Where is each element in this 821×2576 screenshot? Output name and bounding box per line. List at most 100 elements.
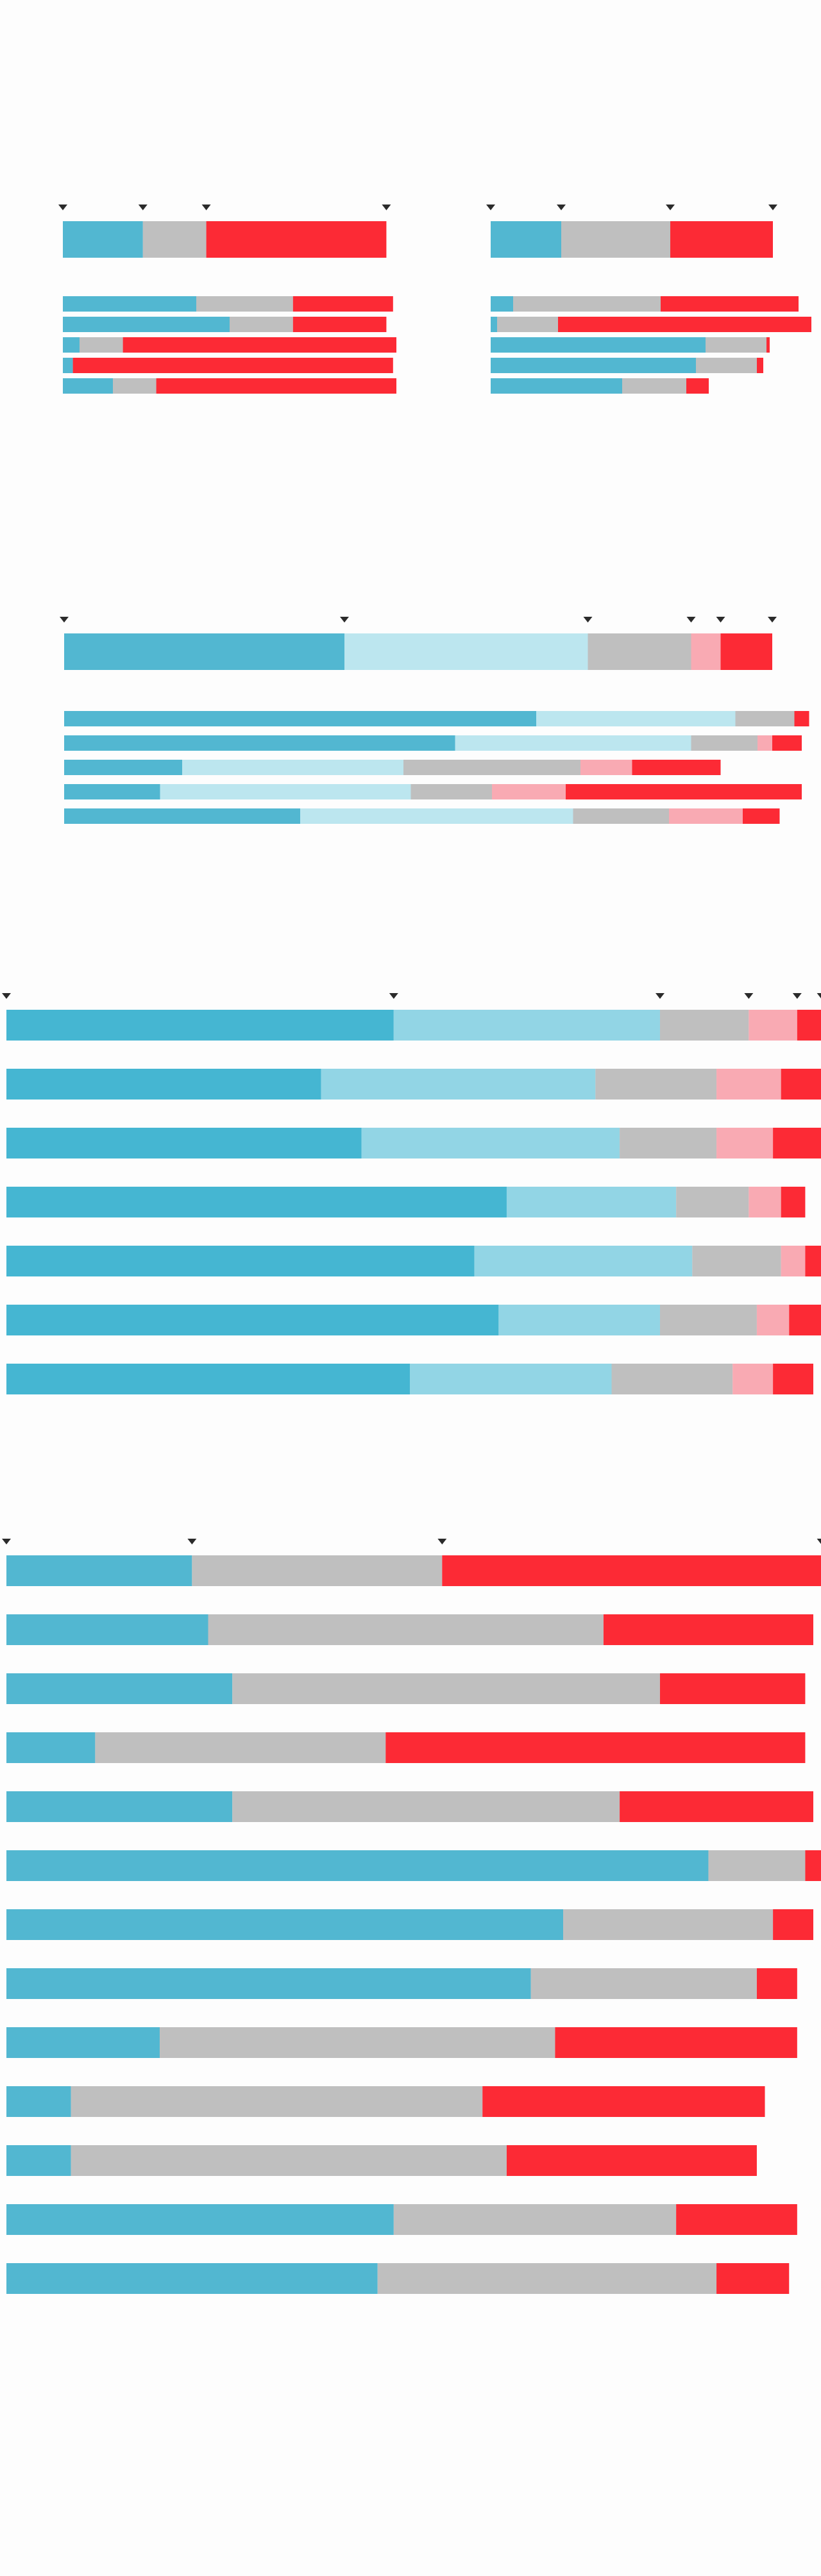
chart-3-row-3-bar-segment-3 [620, 1128, 717, 1158]
chart-2-row-5-bar-segment-4 [669, 808, 743, 824]
chart-1a-row-5-bar-segment-3 [156, 378, 396, 394]
chart-1a-row-4-bar-segment-3 [72, 358, 393, 373]
chart-2-row-3-bar-segment-1 [64, 760, 182, 775]
chart-2-row-3-bar-segment-3 [403, 760, 580, 775]
chart-1a-row-3-bar-segment-3 [123, 337, 396, 353]
chart-1b [486, 205, 811, 394]
chart-3-row-1-bar-segment-2 [393, 1010, 660, 1041]
chart-4-marker-2-down-triangle-icon [187, 1539, 197, 1544]
chart-4-row-10-bar-segment-3 [482, 2086, 765, 2117]
chart-3 [2, 993, 821, 1394]
chart-3-row-3-bar-segment-2 [361, 1128, 620, 1158]
chart-3-row-1-bar-segment-4 [749, 1010, 797, 1041]
chart-4-row-6-bar-segment-2 [708, 1850, 806, 1881]
chart-1a-row-5-bar-segment-1 [63, 378, 113, 394]
chart-1b-row-3-bar-segment-3 [766, 337, 770, 353]
chart-4-row-5-bar-segment-2 [232, 1791, 620, 1822]
chart-3-row-3-bar-segment-1 [6, 1128, 362, 1158]
chart-2-summary-bar-segment-4 [691, 633, 721, 670]
chart-4-row-2-bar-segment-1 [6, 1614, 208, 1645]
chart-1b-row-2-bar-segment-2 [497, 317, 558, 332]
chart-4-row-5-bar-segment-1 [6, 1791, 233, 1822]
chart-1b-marker-end-down-triangle-icon [768, 205, 777, 210]
chart-4-row-1-bar-segment-1 [6, 1555, 192, 1586]
chart-3-row-4-bar-segment-4 [749, 1187, 781, 1217]
chart-3-row-5-bar-segment-3 [692, 1246, 781, 1276]
chart-1b-marker-3-down-triangle-icon [666, 205, 675, 210]
chart-4-row-6-bar-segment-3 [805, 1850, 821, 1881]
chart-4-marker-1-down-triangle-icon [2, 1539, 11, 1544]
chart-1b-row-1-bar-segment-1 [491, 296, 513, 312]
chart-1a-row-2-bar-segment-3 [292, 317, 387, 332]
chart-2-row-1-bar-segment-3 [735, 711, 795, 726]
chart-4-row-13-bar-segment-1 [6, 2263, 378, 2294]
chart-1b-row-4-bar-segment-1 [491, 358, 696, 373]
chart-2-row-1-bar-segment-5 [794, 711, 809, 726]
chart-1b-row-3-bar-segment-2 [706, 337, 766, 353]
chart-1b-row-5-bar-segment-1 [491, 378, 622, 394]
chart-3-row-4-bar-segment-2 [506, 1187, 677, 1217]
chart-3-row-7-bar-segment-3 [611, 1364, 733, 1394]
chart-2-row-5-bar-segment-1 [64, 808, 300, 824]
chart-4 [2, 1539, 821, 2294]
chart-3-marker-1-down-triangle-icon [2, 993, 11, 999]
chart-3-row-1-bar-segment-5 [797, 1010, 821, 1041]
chart-3-row-3-bar-segment-4 [716, 1128, 774, 1158]
chart-2-marker-3-down-triangle-icon [583, 617, 593, 623]
chart-4-marker-end-down-triangle-icon [817, 1539, 821, 1544]
chart-2-row-1-bar-segment-2 [536, 711, 736, 726]
chart-3-row-4-bar-segment-3 [676, 1187, 749, 1217]
chart-2 [60, 617, 809, 824]
chart-4-row-9-bar-segment-3 [555, 2027, 797, 2058]
chart-3-marker-5-down-triangle-icon [792, 993, 802, 999]
chart-3-row-5-bar-segment-5 [805, 1246, 821, 1276]
chart-4-row-3-bar-segment-2 [232, 1673, 660, 1704]
chart-3-row-4-bar-segment-5 [781, 1187, 806, 1217]
chart-4-row-4-bar-segment-1 [6, 1732, 96, 1763]
chart-3-marker-4-down-triangle-icon [744, 993, 754, 999]
chart-4-row-1-bar-segment-3 [442, 1555, 821, 1586]
chart-1b-row-1-bar-segment-2 [513, 296, 661, 312]
chart-4-row-13-bar-segment-2 [377, 2263, 717, 2294]
chart-3-row-6-bar-segment-3 [659, 1305, 757, 1335]
chart-1a-row-2-bar-segment-1 [63, 317, 230, 332]
chart-4-row-11-bar-segment-2 [71, 2145, 507, 2176]
chart-3-row-1-bar-segment-1 [6, 1010, 394, 1041]
chart-4-row-8-bar-segment-3 [756, 1968, 797, 1999]
chart-2-row-2-bar-segment-3 [691, 735, 758, 751]
chart-1b-marker-1-down-triangle-icon [486, 205, 495, 210]
chart-4-row-5-bar-segment-3 [620, 1791, 813, 1822]
chart-1a-summary-bar-segment-3 [206, 221, 387, 258]
chart-1b-row-4-bar-segment-3 [757, 358, 763, 373]
chart-1a-row-4-bar-segment-1 [63, 358, 73, 373]
chart-1b-row-5-bar-segment-2 [622, 378, 686, 394]
chart-1b-row-2-bar-segment-1 [491, 317, 497, 332]
chart-3-row-5-bar-segment-1 [6, 1246, 475, 1276]
chart-2-row-4-bar-segment-3 [410, 784, 492, 799]
chart-4-row-7-bar-segment-1 [6, 1909, 564, 1940]
chart-2-summary-bar-segment-2 [344, 633, 588, 670]
chart-3-marker-3-down-triangle-icon [655, 993, 664, 999]
chart-2-row-3-bar-segment-2 [182, 760, 403, 775]
chart-4-row-3-bar-segment-1 [6, 1673, 233, 1704]
chart-2-marker-5-down-triangle-icon [716, 617, 725, 623]
chart-2-summary-bar-segment-1 [64, 633, 344, 670]
chart-1b-summary-bar-segment-3 [670, 221, 773, 258]
chart-2-marker-end-down-triangle-icon [768, 617, 777, 623]
chart-2-marker-1-down-triangle-icon [60, 617, 69, 623]
chart-4-row-12-bar-segment-2 [393, 2204, 677, 2235]
chart-1a [58, 205, 396, 394]
chart-4-row-4-bar-segment-3 [385, 1732, 806, 1763]
chart-4-row-2-bar-segment-2 [208, 1614, 604, 1645]
chart-2-row-2-bar-segment-4 [758, 735, 772, 751]
chart-4-row-9-bar-segment-2 [160, 2027, 555, 2058]
chart-3-row-6-bar-segment-2 [498, 1305, 660, 1335]
chart-2-row-4-bar-segment-5 [566, 784, 802, 799]
chart-4-row-8-bar-segment-2 [530, 1968, 757, 1999]
chart-3-row-5-bar-segment-4 [781, 1246, 806, 1276]
chart-3-marker-end-down-triangle-icon [817, 993, 821, 999]
chart-3-row-4-bar-segment-1 [6, 1187, 507, 1217]
chart-1b-row-2-bar-segment-3 [558, 317, 811, 332]
chart-1a-row-5-bar-segment-2 [113, 378, 157, 394]
chart-3-row-5-bar-segment-2 [474, 1246, 693, 1276]
